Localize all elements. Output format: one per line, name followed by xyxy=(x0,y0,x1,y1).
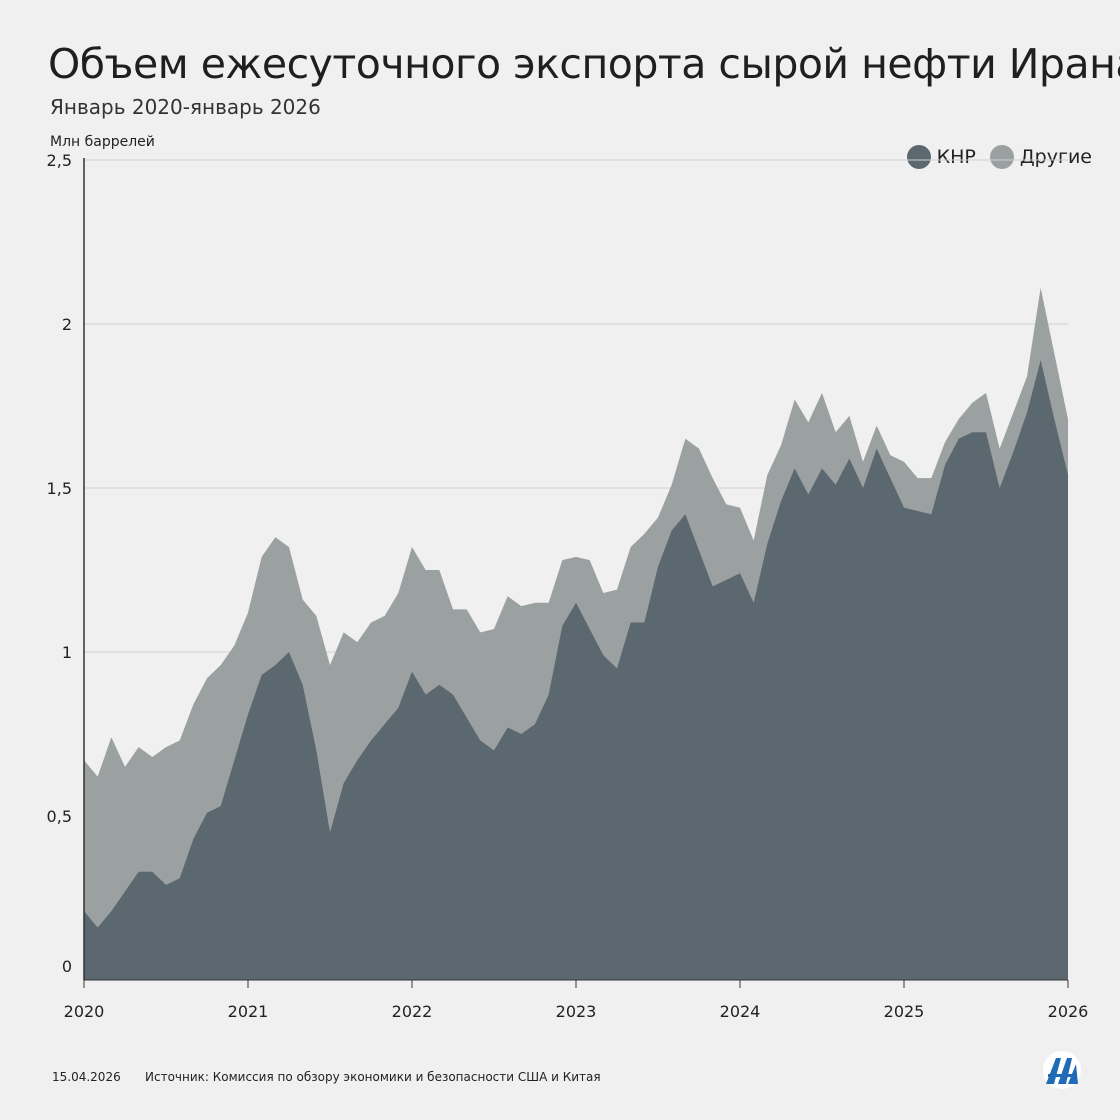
y-tick-label: 2 xyxy=(62,315,72,334)
x-tick-label: 2022 xyxy=(392,1002,433,1021)
y-tick-label: 0 xyxy=(62,957,72,976)
y-tick-label: 1,5 xyxy=(47,479,72,498)
aa-logo-icon xyxy=(1043,1051,1081,1089)
publication-date: 15.04.2026 xyxy=(52,1070,121,1084)
chart-subtitle: Январь 2020-январь 2026 xyxy=(50,95,321,119)
legend: КНР Другие xyxy=(906,145,1092,169)
area-series-china xyxy=(84,360,1068,981)
legend-item-others: Другие xyxy=(989,145,1092,169)
x-tick-label: 2021 xyxy=(228,1002,269,1021)
y-tick-label: 0,5 xyxy=(47,807,72,826)
x-tick-label: 2023 xyxy=(556,1002,597,1021)
legend-item-china: КНР xyxy=(906,145,976,169)
y-axis-label: Млн баррелей xyxy=(50,134,155,150)
legend-label-others: Другие xyxy=(1019,146,1092,168)
x-tick-label: 2026 xyxy=(1048,1002,1089,1021)
y-tick-label: 1 xyxy=(62,643,72,662)
x-tick-label: 2020 xyxy=(64,1002,105,1021)
x-tick-label: 2025 xyxy=(884,1002,925,1021)
source-note: Источник: Комиссия по обзору экономики и… xyxy=(145,1070,601,1084)
y-tick-label: 2,5 xyxy=(47,151,72,170)
legend-swatch-china xyxy=(906,145,931,169)
x-tick-label: 2024 xyxy=(720,1002,761,1021)
legend-swatch-others xyxy=(989,145,1014,169)
chart-title: Объем ежесуточного экспорта сырой нефти … xyxy=(48,40,1120,88)
legend-label-china: КНР xyxy=(936,146,976,168)
